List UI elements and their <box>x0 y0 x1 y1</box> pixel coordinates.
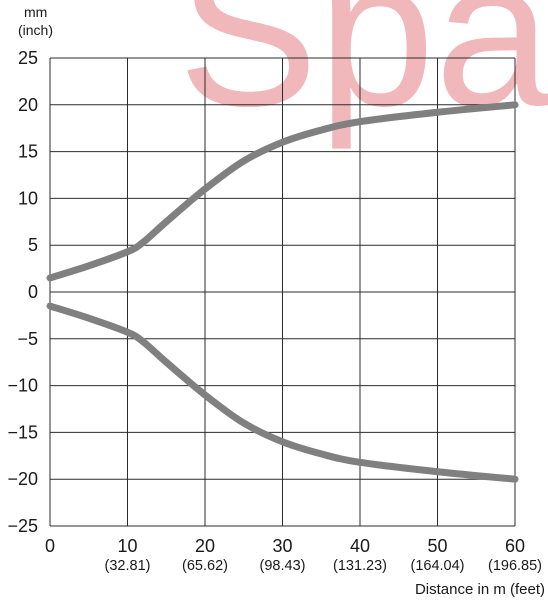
x-axis-label: Distance in m (feet) <box>415 581 545 598</box>
y-tick-label-9: −20 <box>7 469 38 489</box>
y-tick-label-6: −5 <box>17 329 38 349</box>
grid-lines <box>49 57 516 527</box>
x-tick-sublabel-2: (65.62) <box>182 558 228 574</box>
y-tick-label-7: −10 <box>7 376 38 396</box>
x-tick-sublabel-1: (32.81) <box>105 558 151 574</box>
x-tick-label-1: 10 <box>117 536 137 556</box>
x-tick-labels: 0 10 (32.81) 20 (65.62) 30 (98.43) 40 (131.23) 50… <box>45 536 542 574</box>
x-tick-label-3: 30 <box>272 536 292 556</box>
x-tick-sublabel-3: (98.43) <box>260 558 306 574</box>
x-tick-label-6: 60 <box>505 536 525 556</box>
y-tick-label-4: 5 <box>28 235 38 255</box>
y-unit-sublabel: (inch) <box>18 22 53 38</box>
x-tick-sublabel-6: (196.85) <box>488 558 542 574</box>
watermark-logo: Spa <box>178 0 548 150</box>
x-tick-label-4: 40 <box>350 536 370 556</box>
x-tick-label-2: 20 <box>195 536 215 556</box>
x-tick-label-5: 50 <box>427 536 447 556</box>
y-tick-label-1: 20 <box>18 95 38 115</box>
y-tick-label-8: −15 <box>7 422 38 442</box>
series-layer <box>46 101 519 483</box>
y-tick-label-2: 15 <box>18 142 38 162</box>
series-line-1 <box>46 302 519 483</box>
x-tick-label-0: 0 <box>45 536 55 556</box>
y-tick-label-0: 25 <box>18 48 38 68</box>
y-tick-label-10: −25 <box>7 516 38 536</box>
y-tick-labels: 25 20 15 10 5 0 −5 −10 −15 −20 −25 <box>7 48 38 536</box>
x-tick-sublabel-4: (131.23) <box>333 558 387 574</box>
y-tick-label-5: 0 <box>28 282 38 302</box>
series-line-0 <box>46 101 519 282</box>
y-tick-label-3: 10 <box>18 188 38 208</box>
y-unit-label: mm <box>24 4 47 20</box>
x-tick-sublabel-5: (164.04) <box>410 558 464 574</box>
